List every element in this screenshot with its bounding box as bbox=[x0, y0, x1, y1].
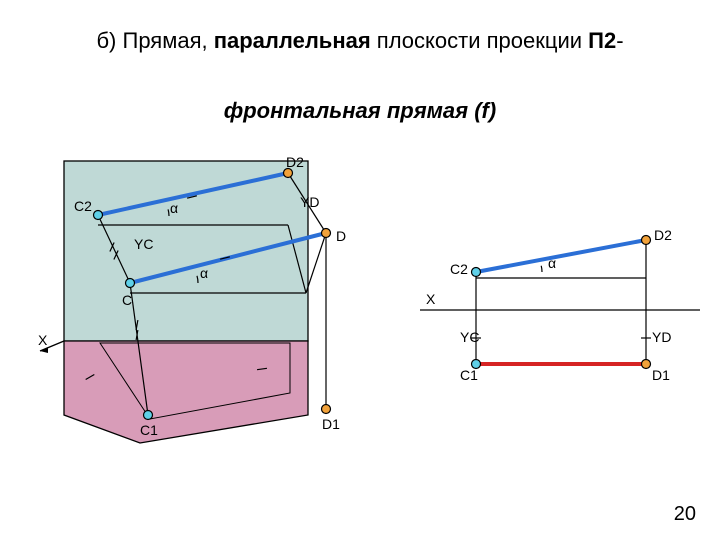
title-prefix: б) bbox=[96, 28, 122, 53]
title-w4: П2 bbox=[588, 28, 616, 53]
svg-text:α: α bbox=[200, 265, 208, 281]
page-number: 20 bbox=[674, 503, 696, 526]
svg-text:α: α bbox=[548, 255, 556, 271]
svg-text:C2: C2 bbox=[74, 198, 92, 214]
svg-text:D2: D2 bbox=[286, 155, 304, 170]
svg-text:C1: C1 bbox=[140, 422, 158, 438]
svg-text:D1: D1 bbox=[652, 367, 670, 383]
title-w3: плоскости проекции bbox=[377, 28, 588, 53]
svg-text:D2: D2 bbox=[654, 230, 672, 243]
title-suffix: - bbox=[616, 28, 623, 53]
left-diagram: α α D2 C2 D C C1 D1 X YC YD bbox=[30, 155, 370, 455]
svg-text:YD: YD bbox=[300, 194, 319, 210]
title-w1: Прямая, bbox=[123, 28, 214, 53]
svg-text:C2: C2 bbox=[450, 261, 468, 277]
svg-text:D1: D1 bbox=[322, 416, 340, 432]
svg-text:YC: YC bbox=[460, 329, 479, 345]
svg-text:X: X bbox=[426, 291, 436, 307]
svg-text:C1: C1 bbox=[460, 367, 478, 383]
title-line-1: б) Прямая, параллельная плоскости проекц… bbox=[0, 28, 720, 54]
svg-text:D: D bbox=[336, 228, 346, 244]
svg-text:YC: YC bbox=[134, 236, 153, 252]
right-diagram: α C2 D2 X YC YD C1 D1 bbox=[420, 230, 700, 410]
title-w2: параллельная bbox=[214, 28, 377, 53]
slide: б) Прямая, параллельная плоскости проекц… bbox=[0, 0, 720, 540]
svg-text:α: α bbox=[170, 200, 178, 216]
title-line-2: фронтальная прямая (f) bbox=[0, 98, 720, 124]
svg-text:YD: YD bbox=[652, 329, 671, 345]
svg-text:X: X bbox=[38, 332, 48, 348]
svg-text:C: C bbox=[122, 292, 132, 308]
